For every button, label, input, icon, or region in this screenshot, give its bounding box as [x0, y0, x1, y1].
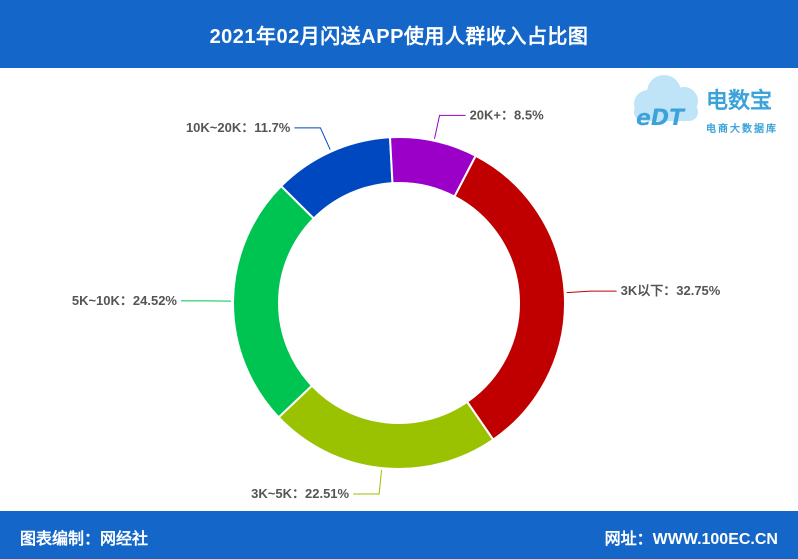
logo-mark: eDT	[636, 106, 686, 131]
slice-20k	[388, 136, 477, 198]
footer-website: 网址：WWW.100EC.CN	[604, 531, 778, 548]
data-label-5k-10k: 5K~10K：24.52%	[72, 293, 178, 308]
leader-line-3k	[566, 290, 617, 294]
leader-lines	[181, 114, 617, 495]
leader-line-20k	[434, 114, 466, 139]
logo-name: 电数宝	[706, 88, 772, 114]
logo: eDT 电数宝 电商大数据库	[634, 75, 778, 135]
slice-3k-5k	[277, 384, 495, 470]
leader-line-3k-5k	[353, 470, 383, 495]
slice-labels: 3K以下：32.75% 3K~5K：22.51% 5K~10K：24.52% 10K~…	[72, 107, 721, 501]
cloud-icon	[634, 75, 698, 121]
slice-3k	[453, 154, 566, 442]
data-label-3k-5k: 3K~5K：22.51%	[251, 486, 349, 501]
logo-subtitle: 电商大数据库	[706, 122, 778, 135]
footer-source: 图表编制：网经社	[20, 531, 149, 548]
chart-footer: 图表编制：网经社 网址：WWW.100EC.CN	[0, 511, 798, 559]
donut-slices	[232, 136, 566, 470]
data-label-10k-20k: 10K~20K：11.7%	[186, 120, 291, 135]
slice-5k-10k	[232, 184, 316, 419]
data-label-3k: 3K以下：32.75%	[621, 283, 721, 298]
leader-line-10k-20k	[294, 127, 331, 150]
chart-header: 2021年02月闪送APP使用人群收入占比图	[0, 0, 798, 68]
data-label-20k: 20K+：8.5%	[470, 107, 545, 122]
chart-title: 2021年02月闪送APP使用人群收入占比图	[209, 25, 589, 48]
